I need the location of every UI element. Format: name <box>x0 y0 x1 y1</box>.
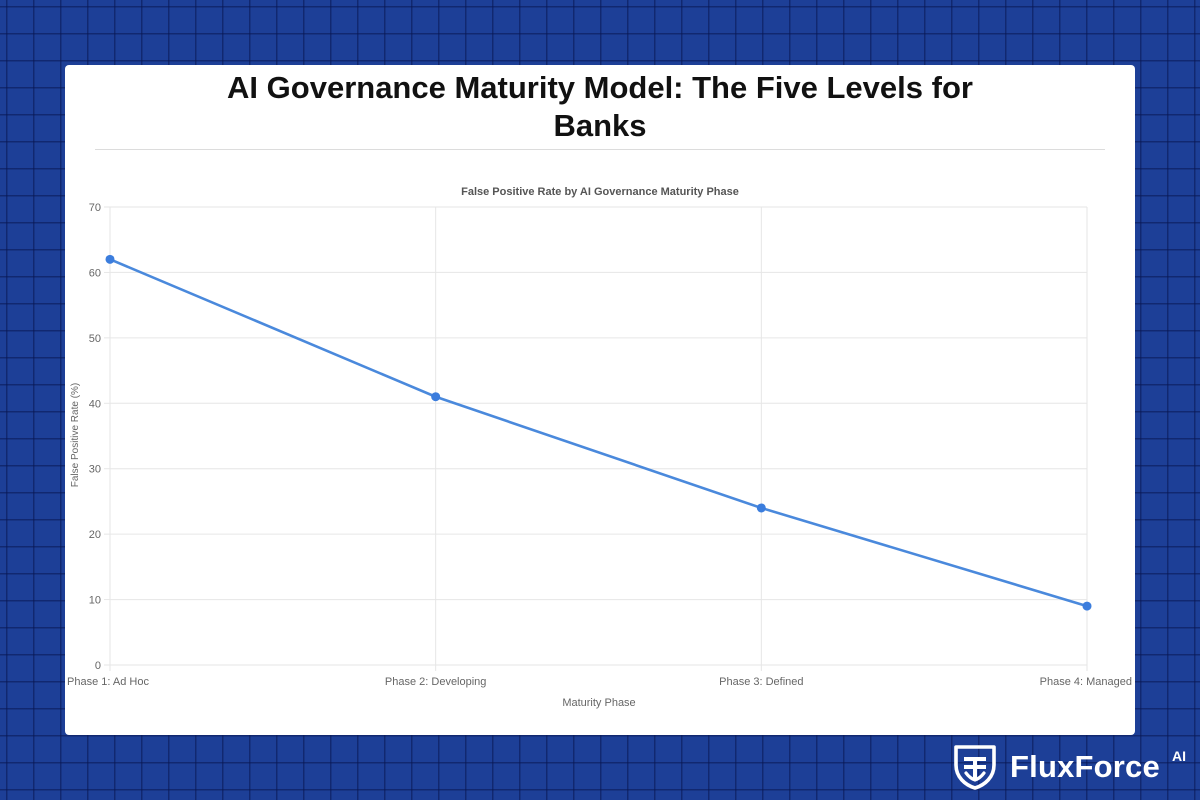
chart-card: AI Governance Maturity Model: The Five L… <box>65 65 1135 735</box>
series-line <box>108 258 1089 608</box>
x-tick-label: Phase 1: Ad Hoc <box>67 676 149 688</box>
brand-superscript: AI <box>1172 748 1186 764</box>
y-tick-label: 20 <box>89 529 101 541</box>
x-tick-label: Phase 3: Defined <box>719 676 803 688</box>
y-tick-label: 30 <box>89 464 101 476</box>
shield-icon <box>954 745 996 790</box>
title-divider <box>95 149 1105 150</box>
y-tick-label: 10 <box>89 595 101 607</box>
y-tick-label: 40 <box>89 398 101 410</box>
y-tick-label: 60 <box>89 267 101 279</box>
x-tick-label: Phase 2: Developing <box>385 676 487 688</box>
y-tick-label: 50 <box>89 333 101 345</box>
x-axis-title: Maturity Phase <box>562 697 635 709</box>
data-point <box>1082 601 1092 611</box>
y-axis-title: False Positive Rate (%) <box>70 383 81 487</box>
y-tick-label: 70 <box>89 202 101 214</box>
line-chart: False Positive Rate by AI Governance Mat… <box>67 186 1132 709</box>
data-point <box>756 503 766 513</box>
chart-title: False Positive Rate by AI Governance Mat… <box>461 186 739 198</box>
x-tick-label: Phase 4: Managed <box>1040 676 1132 688</box>
y-tick-label: 0 <box>95 660 101 672</box>
brand-logo: FluxForce AI <box>952 742 1192 792</box>
brand-name: FluxForce <box>1010 749 1160 784</box>
data-point <box>431 392 441 402</box>
page-title-line-1: AI Governance Maturity Model: The Five L… <box>227 70 973 105</box>
axis-layer: 0 10 20 30 40 50 60 70 Phase 1: Ad Hoc Phase 2: D… <box>67 202 1132 688</box>
page-title-line-2: Banks <box>553 108 647 143</box>
page-title: AI Governance Maturity Model: The Five L… <box>65 69 1135 145</box>
series-layer <box>105 254 1092 611</box>
data-point <box>105 254 115 264</box>
grid-layer <box>109 206 1088 666</box>
